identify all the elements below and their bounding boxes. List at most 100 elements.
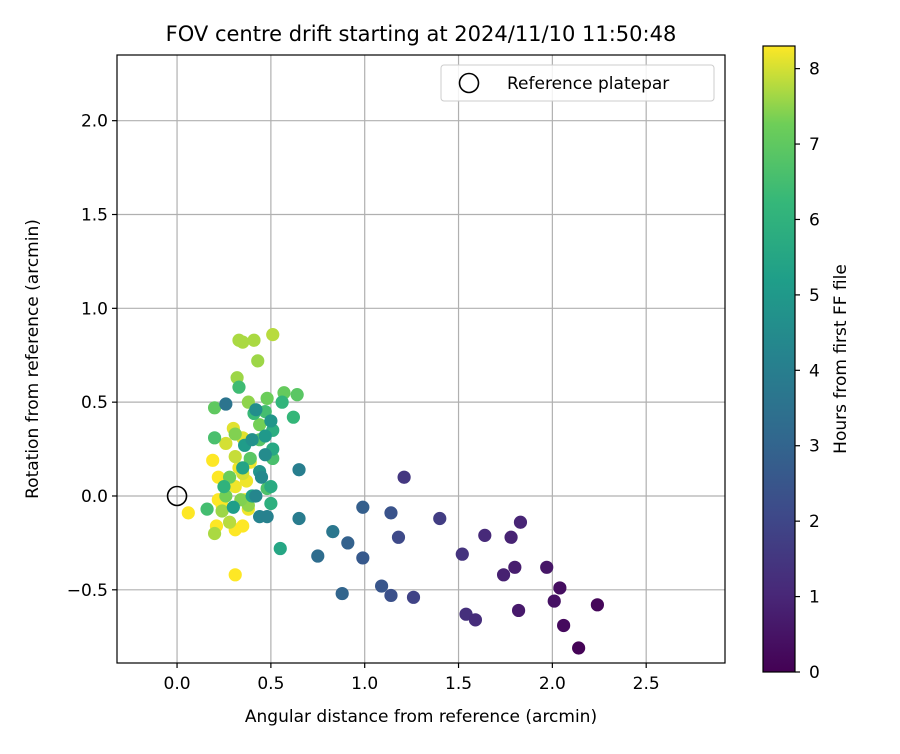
scatter-point bbox=[511, 603, 526, 618]
scatter-point bbox=[219, 436, 233, 451]
legend: Reference platepar bbox=[440, 64, 715, 102]
scatter-point bbox=[478, 528, 492, 542]
scatter-point bbox=[286, 410, 300, 424]
scatter-point bbox=[207, 526, 222, 541]
colorbar-ticks: 0 1 2 3 4 5 6 7 8 bbox=[795, 60, 820, 683]
scatter-point bbox=[206, 453, 220, 467]
grid-lines bbox=[117, 55, 725, 663]
scatter-point bbox=[228, 427, 242, 441]
scatter-point bbox=[249, 489, 263, 503]
scatter-point bbox=[236, 335, 250, 349]
x-tick-label: 1.0 bbox=[351, 674, 378, 694]
x-axis-ticks: 0.0 0.5 1.0 1.5 2.0 2.5 bbox=[164, 663, 660, 694]
scatter-point bbox=[356, 551, 370, 565]
scatter-point bbox=[433, 511, 447, 526]
plot-frame bbox=[116, 54, 726, 664]
y-tick-label: 2.0 bbox=[81, 112, 108, 132]
scatter-point bbox=[311, 549, 325, 563]
scatter-point bbox=[504, 530, 518, 544]
scatter-point bbox=[258, 448, 272, 462]
scatter-point bbox=[547, 594, 561, 608]
scatter-point bbox=[219, 397, 233, 411]
x-tick-label: 2.5 bbox=[633, 674, 660, 694]
scatter-point bbox=[260, 391, 274, 406]
colorbar-tick-label: 6 bbox=[809, 210, 820, 230]
colorbar-tick-label: 4 bbox=[809, 361, 820, 381]
colorbar-tick-label: 2 bbox=[809, 512, 820, 532]
scatter-point bbox=[251, 354, 265, 368]
colorbar-tick-label: 8 bbox=[809, 60, 820, 80]
scatter-point bbox=[513, 515, 528, 529]
x-tick-label: 1.5 bbox=[445, 674, 472, 694]
colorbar-tick-label: 1 bbox=[809, 588, 820, 608]
scatter-point bbox=[264, 414, 278, 428]
y-axis-ticks: −0.5 0.0 0.5 1.0 1.5 2.0 bbox=[67, 112, 117, 601]
scatter-point bbox=[264, 480, 278, 494]
scatter-point bbox=[245, 433, 259, 447]
colorbar-tick-label: 0 bbox=[809, 663, 820, 683]
colorbar-label: Hours from first FF file bbox=[831, 264, 851, 454]
scatter-point bbox=[590, 598, 604, 612]
scatter-point bbox=[273, 541, 287, 556]
scatter-point bbox=[292, 511, 306, 526]
x-tick-label: 0.0 bbox=[164, 674, 191, 694]
scatter-point bbox=[243, 451, 257, 466]
scatter-point bbox=[397, 470, 411, 484]
scatter-point bbox=[228, 568, 242, 582]
colorbar-gradient bbox=[762, 45, 796, 673]
x-tick-label: 0.5 bbox=[257, 674, 284, 694]
scatter-point bbox=[275, 395, 289, 409]
scatter-point bbox=[222, 515, 237, 529]
scatter-point bbox=[249, 403, 263, 417]
scatter-point bbox=[215, 504, 229, 518]
scatter-point bbox=[540, 560, 554, 574]
y-tick-label: 1.0 bbox=[81, 299, 108, 319]
x-tick-label: 2.0 bbox=[539, 674, 566, 694]
scatter-point bbox=[217, 480, 231, 494]
scatter-point bbox=[468, 613, 483, 627]
scatter-point bbox=[226, 500, 240, 514]
colorbar-tick-label: 5 bbox=[809, 286, 820, 306]
scatter-point bbox=[290, 388, 304, 402]
legend-box bbox=[440, 64, 715, 102]
data-points bbox=[181, 328, 604, 655]
scatter-point bbox=[326, 525, 340, 539]
scatter-point bbox=[254, 470, 269, 484]
scatter-point bbox=[341, 536, 355, 550]
scatter-point bbox=[496, 568, 511, 582]
scatter-point bbox=[228, 449, 242, 464]
scatter-point bbox=[258, 429, 272, 443]
chart-title: FOV centre drift starting at 2024/11/10 … bbox=[166, 22, 677, 46]
scatter-point bbox=[292, 463, 306, 477]
colorbar: 0 1 2 3 4 5 6 7 8 Hours from first FF file bbox=[762, 45, 851, 683]
scatter-point bbox=[508, 560, 522, 574]
scatter-point bbox=[391, 530, 406, 544]
scatter-point bbox=[384, 506, 398, 520]
scatter-point bbox=[264, 496, 278, 511]
x-axis-label: Angular distance from reference (arcmin) bbox=[245, 707, 597, 727]
y-tick-label: 1.5 bbox=[81, 206, 108, 226]
y-axis-label: Rotation from reference (arcmin) bbox=[23, 219, 43, 499]
scatter-point bbox=[335, 586, 349, 601]
scatter-point bbox=[207, 431, 222, 445]
colorbar-tick-label: 3 bbox=[809, 437, 820, 457]
scatter-point bbox=[236, 519, 250, 533]
scatter-point bbox=[384, 588, 398, 603]
scatter-point bbox=[406, 590, 421, 604]
colorbar-tick-label: 7 bbox=[809, 135, 820, 155]
scatter-point bbox=[374, 579, 389, 593]
y-tick-label: 0.5 bbox=[81, 393, 108, 413]
scatter-point bbox=[553, 581, 567, 595]
scatter-point bbox=[260, 510, 274, 524]
scatter-point bbox=[200, 502, 214, 516]
scatter-point bbox=[356, 500, 370, 514]
legend-reference-icon bbox=[458, 72, 480, 94]
scatter-point bbox=[253, 418, 267, 432]
scatter-point bbox=[572, 641, 586, 655]
y-tick-label: −0.5 bbox=[67, 581, 108, 601]
scatter-point bbox=[207, 401, 222, 415]
scatter-point bbox=[236, 461, 250, 475]
legend-entry-reference: Reference platepar bbox=[507, 74, 669, 94]
